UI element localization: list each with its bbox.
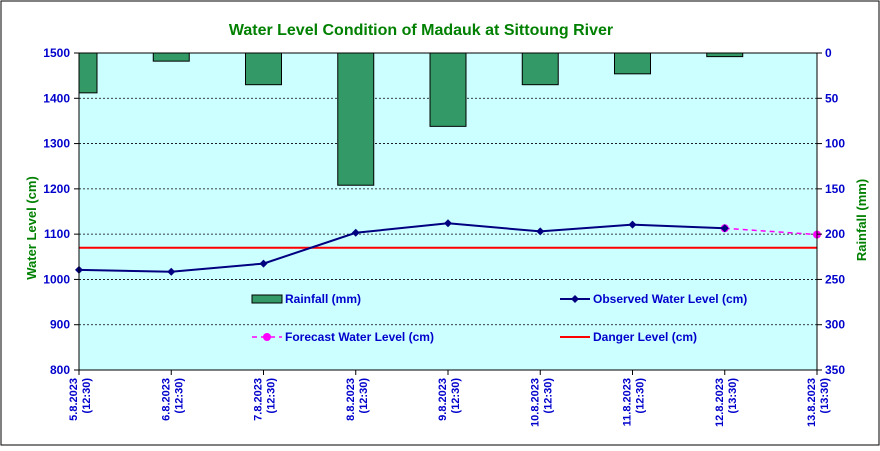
x-tick-label: 9.8.2023(12:30) (437, 378, 462, 421)
observed-point (536, 227, 545, 236)
y-right-tick-label: 150 (825, 182, 845, 196)
observed-point (351, 228, 360, 237)
y-right-tick-label: 250 (825, 272, 845, 286)
legend-forecast-marker (263, 333, 271, 341)
x-tick-date: 12.8.2023 (714, 378, 726, 427)
legend-rainfall-label: Rainfall (mm) (285, 292, 361, 306)
x-tick-date: 11.8.2023 (622, 378, 634, 426)
x-tick-label: 7.8.2023(12:30) (253, 378, 278, 421)
x-tick-label: 10.8.2023(12:30) (529, 378, 554, 427)
x-tick-date: 6.8.2023 (160, 378, 172, 421)
y-left-tick-label: 1100 (44, 227, 70, 241)
x-tick-time: (12:30) (542, 378, 554, 414)
legend-rainfall-swatch (251, 294, 283, 304)
chart-title: Water Level Condition of Madauk at Sitto… (229, 22, 613, 39)
x-tick-label: 6.8.2023(12:30) (160, 378, 185, 421)
y-left-tick-label: 1200 (43, 182, 70, 196)
x-tick-date: 9.8.2023 (437, 378, 449, 421)
legend-danger-label: Danger Level (cm) (593, 330, 697, 344)
y-right-tick-label: 50 (825, 91, 839, 105)
legend-forecast-label: Forecast Water Level (cm) (285, 330, 434, 344)
y-left-tick-label: 1300 (43, 137, 70, 151)
x-tick-date: 13.8.2023 (806, 378, 818, 427)
y-left-tick-label: 900 (50, 318, 70, 332)
observed-point (259, 259, 268, 268)
plot-area: 1500 1400 1300 1200 1100 1000 900 800 0 50 100 150 2… (43, 46, 845, 427)
y-left-tick-label: 1000 (43, 272, 70, 286)
rainfall-bar (706, 52, 744, 58)
x-tick-time: (12:30) (450, 378, 462, 414)
x-tick-time: (13:30) (819, 378, 831, 414)
y-left-tick-label: 1400 (43, 91, 70, 105)
x-tick-label: 13.8.2023(13:30) (806, 378, 831, 427)
x-tick-time: (12:30) (635, 378, 647, 414)
rainfall-bar (152, 52, 190, 62)
x-tick-time: (13:30) (727, 378, 739, 414)
x-tick-time: (12:30) (266, 378, 278, 414)
rainfall-bar (337, 52, 375, 186)
rainfall-bar (521, 52, 559, 86)
observed-water-level-line (78, 222, 725, 273)
rainfall-bar (245, 52, 282, 86)
y-axis-right-title: Rainfall (mm) (854, 179, 869, 261)
legend-observed-marker (571, 295, 579, 303)
legend: Rainfall (mm) Observed Water Level (cm) Fo… (251, 292, 747, 344)
y-left-tick-label: 800 (50, 363, 70, 377)
x-tick-date: 10.8.2023 (529, 378, 541, 427)
x-tick-date: 5.8.2023 (68, 378, 80, 421)
legend-observed-label: Observed Water Level (cm) (593, 292, 747, 306)
y-axis-left-title: Water Level (cm) (24, 176, 39, 280)
observed-point (444, 219, 452, 228)
rainfall-bar (614, 52, 651, 75)
x-tick-date: 7.8.2023 (253, 378, 265, 421)
rainfall-bar (78, 52, 98, 94)
x-tick-label: 5.8.2023(12:30) (68, 378, 93, 421)
y-right-tick-label: 300 (825, 318, 845, 332)
x-tick-time: (12:30) (358, 378, 370, 414)
y-left-tick-label: 1500 (43, 46, 70, 60)
x-tick-label: 11.8.2023(12:30) (622, 378, 647, 427)
observed-point (628, 220, 637, 229)
y-right-tick-label: 0 (825, 46, 832, 60)
rainfall-bar (429, 52, 467, 127)
x-tick-time: (12:30) (81, 378, 93, 414)
y-right-tick-label: 350 (825, 363, 845, 377)
y-right-tick-label: 100 (825, 137, 845, 151)
forecast-water-level-line (724, 227, 818, 236)
x-tick-label: 8.8.2023(12:30) (345, 378, 370, 421)
observed-point (167, 267, 176, 276)
y-right-tick-label: 200 (825, 227, 845, 241)
observed-point (720, 224, 729, 233)
x-tick-label: 12.8.2023(13:30) (714, 378, 739, 427)
x-tick-date: 8.8.2023 (345, 378, 357, 421)
x-tick-time: (12:30) (173, 378, 185, 414)
